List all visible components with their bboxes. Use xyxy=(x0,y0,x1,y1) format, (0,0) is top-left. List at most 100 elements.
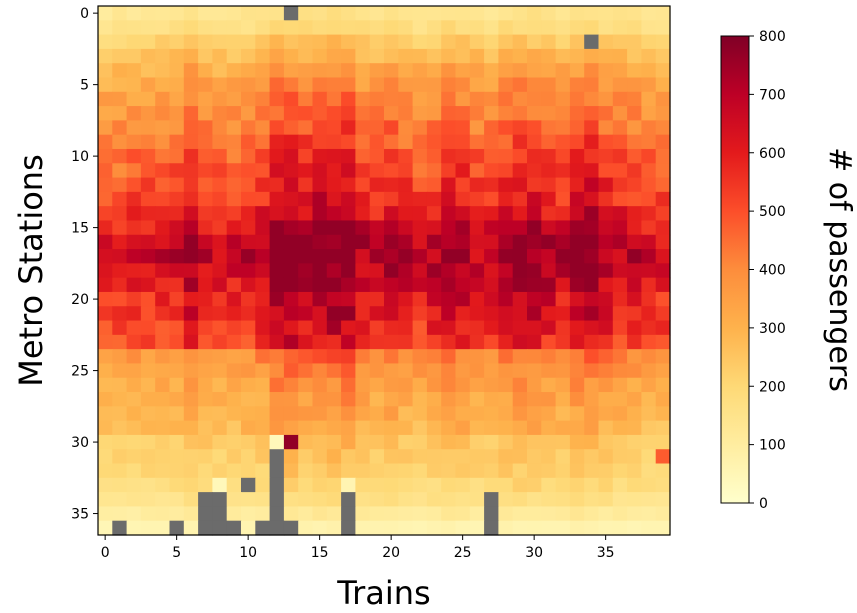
heatmap-cell xyxy=(512,449,528,465)
heatmap-cell xyxy=(541,291,557,307)
heatmap-cell xyxy=(169,234,185,250)
heatmap-cell xyxy=(498,177,514,193)
y-tick-label: 25 xyxy=(71,364,89,380)
heatmap-cell xyxy=(384,291,399,307)
heatmap-cell xyxy=(584,449,600,465)
heatmap-cell xyxy=(155,220,171,236)
heatmap-cell xyxy=(569,148,585,164)
heatmap-cell xyxy=(341,6,356,21)
heatmap-cell xyxy=(584,291,600,307)
heatmap-cell xyxy=(198,134,213,150)
heatmap-cell xyxy=(112,277,128,293)
heatmap-cell xyxy=(512,249,528,264)
heatmap-cell xyxy=(412,434,428,450)
heatmap-cell xyxy=(426,434,442,450)
heatmap-cell xyxy=(269,434,285,450)
heatmap-cell xyxy=(326,334,342,350)
heatmap-cell xyxy=(369,20,385,36)
heatmap-cell xyxy=(655,163,671,179)
heatmap-cell xyxy=(341,449,356,465)
heatmap-cell xyxy=(126,334,142,350)
heatmap-cell xyxy=(183,363,199,379)
heatmap-cell xyxy=(655,434,671,450)
heatmap-cell xyxy=(498,392,514,407)
heatmap-cell xyxy=(169,349,185,365)
heatmap-cell xyxy=(384,106,399,121)
heatmap-cell xyxy=(126,249,142,264)
heatmap-cell xyxy=(655,206,671,222)
heatmap-cell xyxy=(412,177,428,193)
heatmap-cell xyxy=(140,334,156,350)
heatmap-cell xyxy=(183,334,199,350)
heatmap-cell xyxy=(126,291,142,307)
heatmap-cell xyxy=(641,434,657,450)
heatmap-cell xyxy=(641,334,657,350)
heatmap-cell xyxy=(441,263,457,279)
heatmap-cell xyxy=(598,320,614,336)
heatmap-cell xyxy=(241,334,256,350)
heatmap-cell xyxy=(155,163,171,179)
heatmap-cell xyxy=(541,206,557,222)
heatmap-cell xyxy=(355,91,371,107)
heatmap-cell xyxy=(569,77,585,93)
heatmap-cell xyxy=(212,406,228,422)
heatmap-cell xyxy=(426,163,442,179)
heatmap-cell xyxy=(326,134,342,150)
heatmap-cell xyxy=(598,220,614,236)
heatmap-cell xyxy=(398,191,414,207)
heatmap-cell xyxy=(326,34,342,50)
heatmap-cell xyxy=(183,148,199,164)
heatmap-cell xyxy=(455,34,471,50)
missing-cell xyxy=(198,492,213,508)
heatmap-cell xyxy=(255,434,271,450)
heatmap-cell xyxy=(426,363,442,379)
heatmap-cell xyxy=(198,220,213,236)
heatmap-cell xyxy=(598,148,614,164)
heatmap-cell xyxy=(326,6,342,21)
heatmap-cell xyxy=(412,291,428,307)
heatmap-cell xyxy=(612,91,628,107)
heatmap-cell xyxy=(355,349,371,365)
heatmap-cell xyxy=(527,363,542,379)
heatmap-cell xyxy=(569,249,585,264)
missing-cell xyxy=(341,520,356,536)
y-tick-label: 0 xyxy=(80,6,89,22)
heatmap-cell xyxy=(155,6,171,21)
heatmap-cell xyxy=(341,63,356,79)
heatmap-cell xyxy=(155,206,171,222)
heatmap-cell xyxy=(655,306,671,322)
heatmap-cell xyxy=(226,320,242,336)
heatmap-cell xyxy=(255,148,271,164)
heatmap-cell xyxy=(641,392,657,407)
heatmap-cell xyxy=(627,6,642,21)
heatmap-cell xyxy=(255,377,271,393)
heatmap-cell xyxy=(627,220,642,236)
heatmap-cell xyxy=(426,148,442,164)
heatmap-cell xyxy=(441,220,457,236)
heatmap-cell xyxy=(341,349,356,365)
heatmap-cell xyxy=(441,449,457,465)
heatmap-cell xyxy=(112,477,128,493)
heatmap-cell xyxy=(326,363,342,379)
heatmap-cell xyxy=(426,377,442,393)
heatmap-cell xyxy=(169,363,185,379)
heatmap-cell xyxy=(655,91,671,107)
heatmap-cell xyxy=(512,77,528,93)
heatmap-cell xyxy=(241,91,256,107)
heatmap-cell xyxy=(598,120,614,136)
heatmap-cell xyxy=(412,363,428,379)
heatmap-cell xyxy=(426,191,442,207)
heatmap-cell xyxy=(527,177,542,193)
heatmap-cell xyxy=(455,406,471,422)
heatmap-cell xyxy=(198,20,213,36)
heatmap-cell xyxy=(441,206,457,222)
heatmap-cell xyxy=(555,91,571,107)
heatmap-cell xyxy=(341,20,356,36)
heatmap-cell xyxy=(655,191,671,207)
heatmap-cell xyxy=(226,277,242,293)
heatmap-cell xyxy=(298,106,314,121)
heatmap-cell xyxy=(498,134,514,150)
heatmap-cell xyxy=(155,191,171,207)
heatmap-cell xyxy=(283,392,299,407)
